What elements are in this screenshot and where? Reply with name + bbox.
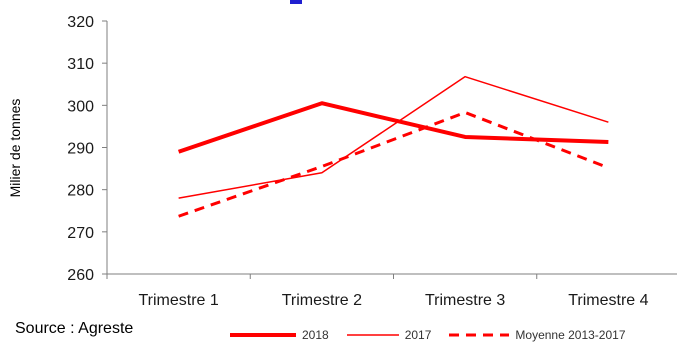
y-tick-label: 310 xyxy=(67,56,94,73)
series-line-1 xyxy=(177,101,609,154)
legend-label: 2018 xyxy=(302,328,329,342)
y-tick-labels: 260 270 280 290 300 310 320 xyxy=(67,14,94,284)
x-tick-label: Trimestre 2 xyxy=(282,292,362,309)
y-tick-label: 320 xyxy=(67,14,94,31)
legend-item: 2018 xyxy=(228,328,329,342)
legend-swatch xyxy=(449,333,510,337)
legend-swatch xyxy=(346,334,399,336)
x-tick-labels: Trimestre 1 Trimestre 2 Trimestre 3 Trimest… xyxy=(138,292,648,309)
x-tick-label: Trimestre 4 xyxy=(568,292,648,309)
x-tick-label: Trimestre 1 xyxy=(138,292,218,309)
axes xyxy=(102,20,677,279)
y-tick-label: 280 xyxy=(67,183,94,200)
series-line-2 xyxy=(178,75,609,199)
chart-title-fragment xyxy=(290,0,302,4)
y-tick-label: 290 xyxy=(67,141,94,158)
y-tick-label: 300 xyxy=(67,98,94,115)
series-lines xyxy=(177,75,609,218)
y-tick-label: 260 xyxy=(67,267,94,284)
series-line-3 xyxy=(178,111,609,218)
y-axis-label: Milier de tonnes xyxy=(7,99,23,198)
legend-label: Moyenne 2013-2017 xyxy=(515,328,626,342)
x-tick-label: Trimestre 3 xyxy=(425,292,505,309)
source-note: Source : Agreste xyxy=(15,320,134,337)
legend: 2018 2017 Moyenne 2013-2017 xyxy=(228,328,642,342)
legend-item: Moyenne 2013-2017 xyxy=(447,328,626,342)
legend-label: 2017 xyxy=(404,328,432,342)
legend-swatch xyxy=(230,333,296,337)
y-tick-label: 270 xyxy=(67,225,94,242)
legend-item: 2017 xyxy=(345,328,432,342)
